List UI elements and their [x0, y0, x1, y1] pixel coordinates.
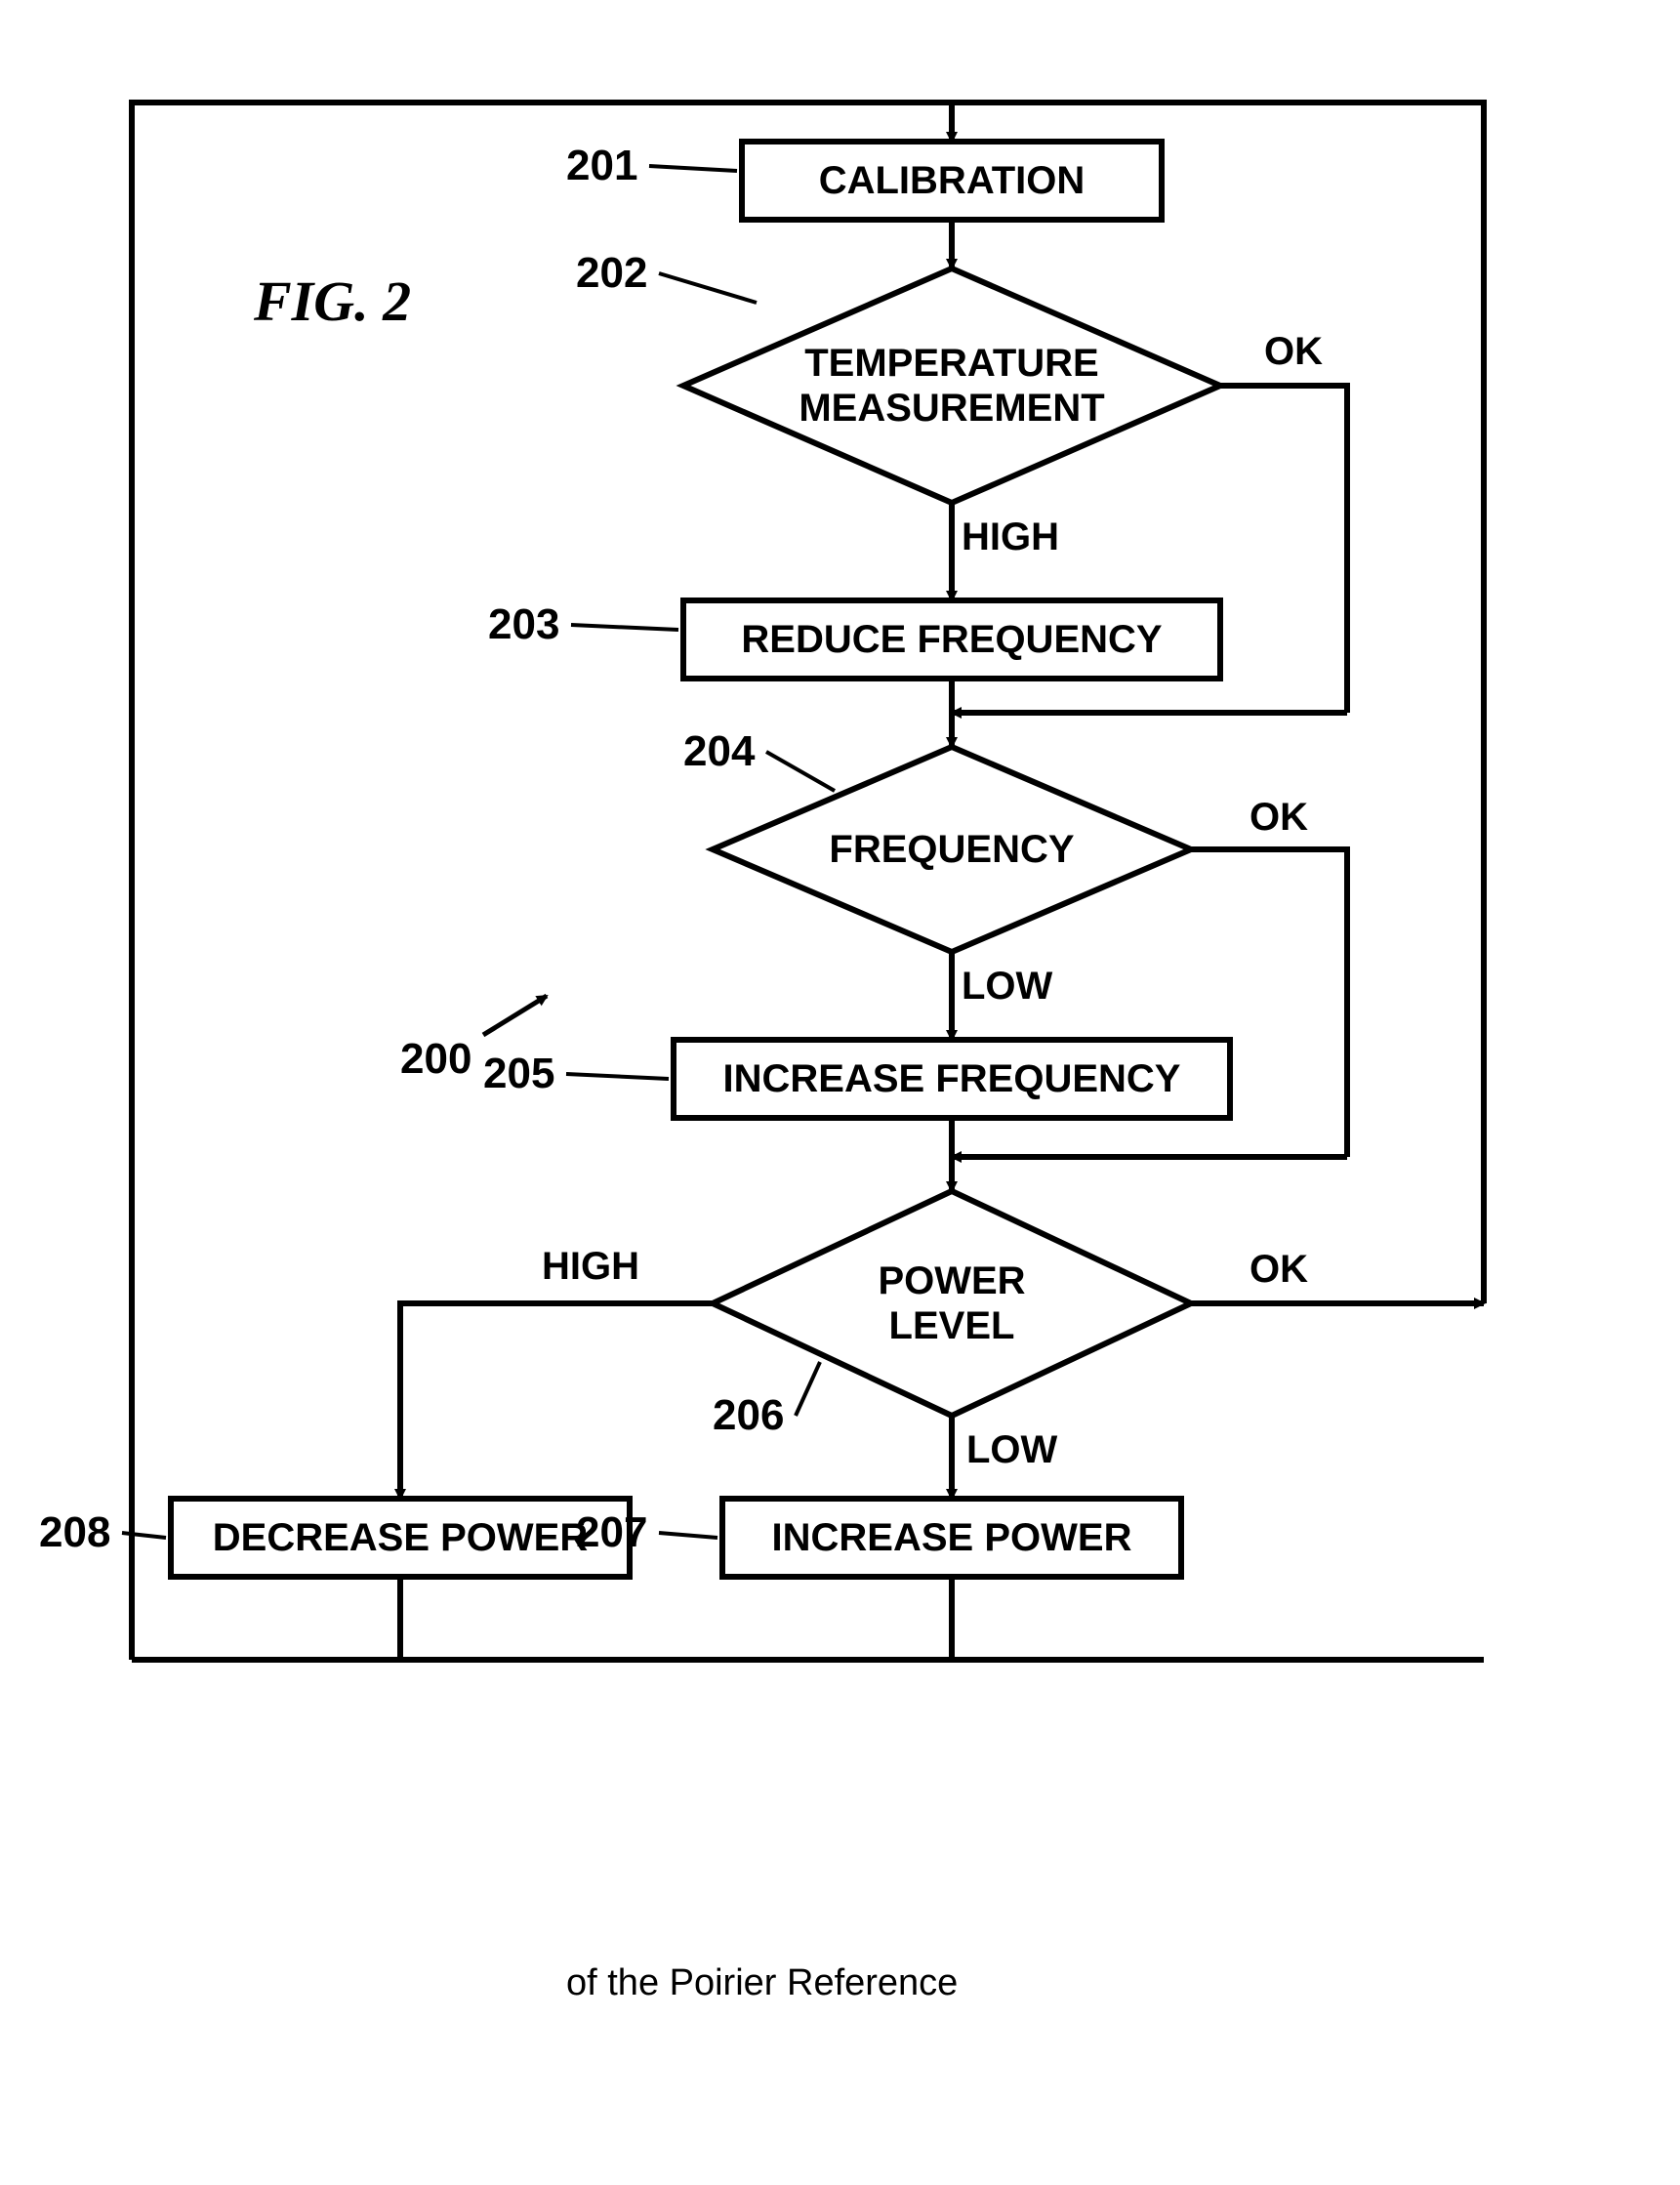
node-label-204: FREQUENCY	[713, 827, 1191, 872]
ref-206: 206	[713, 1391, 784, 1440]
node-label-208: DECREASE POWER	[171, 1515, 630, 1560]
node-label-205: INCREASE FREQUENCY	[674, 1056, 1230, 1101]
ref-208: 208	[39, 1508, 110, 1557]
ref-205: 205	[483, 1050, 554, 1098]
node-label-207: INCREASE POWER	[722, 1515, 1181, 1560]
ref-202: 202	[576, 249, 647, 298]
flow-reference: 200	[400, 1035, 471, 1084]
ref-203: 203	[488, 600, 559, 649]
node-label-202: TEMPERATUREMEASUREMENT	[683, 341, 1220, 431]
ref-201: 201	[566, 142, 637, 190]
edge-label-high2: HIGH	[542, 1245, 639, 1289]
node-label-201: CALIBRATION	[742, 158, 1162, 203]
edge-label-high1: HIGH	[962, 515, 1059, 559]
figure-caption: of the Poirier Reference	[566, 1962, 958, 2004]
figure-title: FIG. 2	[254, 268, 411, 334]
edge-label-ok1: OK	[1264, 330, 1323, 374]
ref-204: 204	[683, 727, 755, 776]
ref-207: 207	[576, 1508, 647, 1557]
edge-label-ok3: OK	[1250, 1248, 1308, 1292]
node-label-206: POWERLEVEL	[713, 1258, 1191, 1348]
node-label-203: REDUCE FREQUENCY	[683, 617, 1220, 662]
edge-label-low1: LOW	[962, 965, 1052, 1009]
edge-label-ok2: OK	[1250, 796, 1308, 840]
edge-label-low2: LOW	[966, 1428, 1057, 1472]
